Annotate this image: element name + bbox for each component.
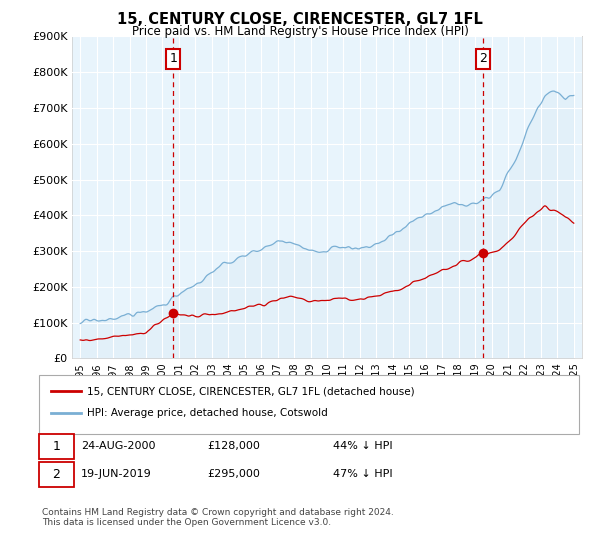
Text: 15, CENTURY CLOSE, CIRENCESTER, GL7 1FL (detached house): 15, CENTURY CLOSE, CIRENCESTER, GL7 1FL …	[87, 386, 415, 396]
Text: 1: 1	[169, 53, 177, 66]
Text: 44% ↓ HPI: 44% ↓ HPI	[333, 441, 392, 451]
Text: 2: 2	[52, 468, 61, 481]
Text: 15, CENTURY CLOSE, CIRENCESTER, GL7 1FL: 15, CENTURY CLOSE, CIRENCESTER, GL7 1FL	[117, 12, 483, 27]
Text: Price paid vs. HM Land Registry's House Price Index (HPI): Price paid vs. HM Land Registry's House …	[131, 25, 469, 38]
Text: £128,000: £128,000	[207, 441, 260, 451]
Text: 2: 2	[479, 53, 487, 66]
Text: Contains HM Land Registry data © Crown copyright and database right 2024.
This d: Contains HM Land Registry data © Crown c…	[42, 508, 394, 528]
Text: £295,000: £295,000	[207, 469, 260, 479]
Text: 24-AUG-2000: 24-AUG-2000	[81, 441, 155, 451]
Text: 1: 1	[52, 440, 61, 453]
Text: HPI: Average price, detached house, Cotswold: HPI: Average price, detached house, Cots…	[87, 408, 328, 418]
Text: 47% ↓ HPI: 47% ↓ HPI	[333, 469, 392, 479]
Text: 19-JUN-2019: 19-JUN-2019	[81, 469, 152, 479]
